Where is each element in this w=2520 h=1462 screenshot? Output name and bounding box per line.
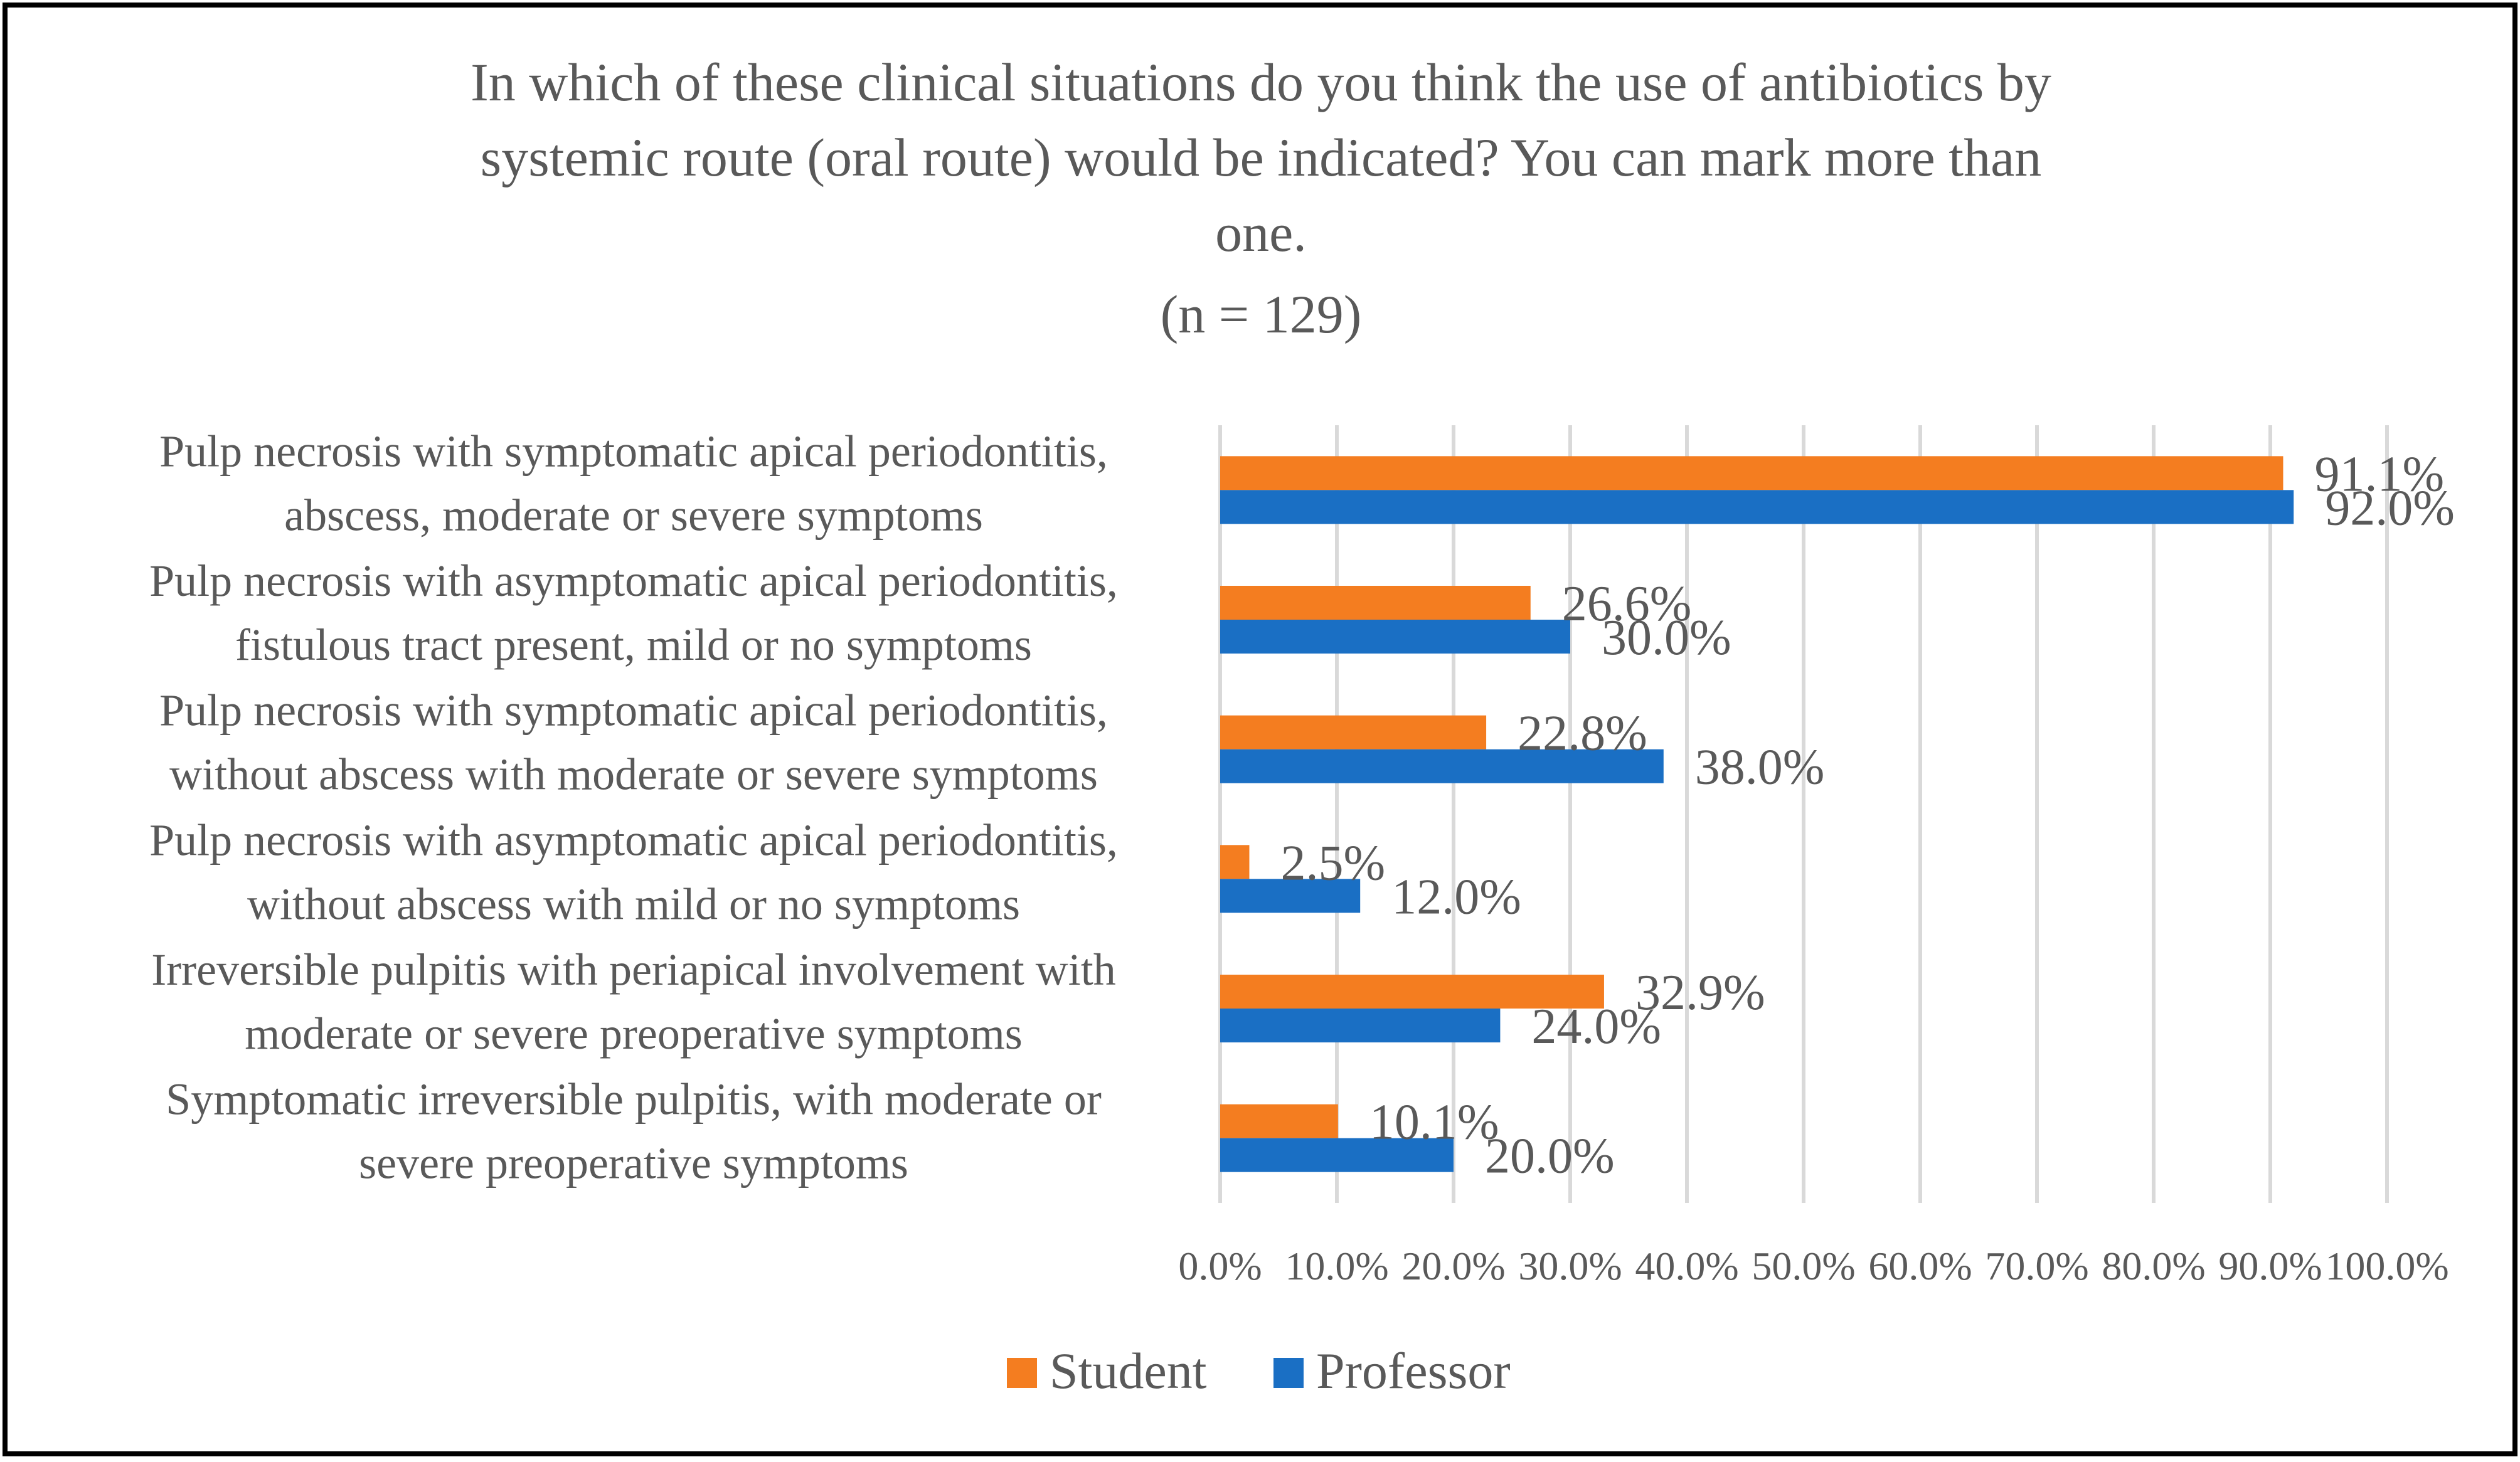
data-label-professor: 12.0% [1391, 869, 1521, 924]
category-label-line: Pulp necrosis with asymptomatic apical p… [149, 556, 1118, 606]
bar-student [1220, 456, 2283, 490]
x-tick-label: 10.0% [1285, 1244, 1388, 1288]
data-label-student: 26.6% [1562, 576, 1692, 632]
data-label-student: 2.5% [1281, 835, 1386, 891]
category-label: Symptomatic irreversible pulpitis, with … [166, 1074, 1102, 1189]
gridlines [1218, 425, 2389, 1203]
x-tick-label: 50.0% [1752, 1244, 1855, 1288]
category-label: Pulp necrosis with symptomatic apical pe… [159, 426, 1108, 540]
category-label-line: abscess, moderate or severe symptoms [284, 490, 983, 540]
category-label: Pulp necrosis with asymptomatic apical p… [149, 815, 1118, 929]
legend: Student Professor [1007, 1342, 1511, 1399]
data-label-professor: 30.0% [1602, 610, 1731, 665]
x-tick-label: 0.0% [1178, 1244, 1262, 1288]
x-tick-label: 90.0% [2218, 1244, 2322, 1288]
bar-professor [1220, 1009, 1501, 1042]
category-label-line: severe preoperative symptoms [359, 1138, 908, 1189]
chart-title-line: In which of these clinical situations do… [471, 52, 2051, 112]
category-label-line: Pulp necrosis with symptomatic apical pe… [159, 686, 1108, 736]
x-tick-label: 80.0% [2102, 1244, 2205, 1288]
category-label-line: Irreversible pulpitis with periapical in… [151, 945, 1116, 995]
data-label-student: 91.1% [2314, 447, 2444, 502]
bar-student [1220, 975, 1604, 1009]
x-axis-tick-labels: 0.0% 10.0% 20.0% 30.0% 40.0% 50.0% 60.0% 70.0% 8… [1178, 1244, 2448, 1288]
chart-title-line: one. [1215, 203, 1307, 263]
bar-professor [1220, 879, 1361, 913]
data-label-student: 10.1% [1369, 1095, 1499, 1150]
bar-student [1220, 1104, 1338, 1138]
legend-swatch-student [1007, 1358, 1037, 1388]
category-label: Pulp necrosis with symptomatic apical pe… [159, 686, 1108, 800]
x-tick-label: 70.0% [1985, 1244, 2088, 1288]
category-label-line: without abscess with moderate or severe … [169, 750, 1098, 800]
chart-title: In which of these clinical situations do… [471, 52, 2051, 344]
bar-student [1220, 715, 1487, 750]
x-tick-label: 60.0% [1868, 1244, 1972, 1288]
x-tick-label: 100.0% [2325, 1244, 2448, 1288]
legend-swatch-professor [1273, 1358, 1304, 1388]
data-label-student: 22.8% [1518, 706, 1647, 761]
bar-professor [1220, 490, 2294, 524]
data-label-professor: 92.0% [2325, 480, 2455, 536]
data-label-professor: 20.0% [1485, 1129, 1615, 1184]
category-label-line: Symptomatic irreversible pulpitis, with … [166, 1074, 1102, 1125]
bar-professor [1220, 1138, 1454, 1172]
bar-student [1220, 586, 1531, 620]
data-label-student: 32.9% [1635, 965, 1765, 1020]
bar-professor [1220, 749, 1664, 783]
data-label-professor: 38.0% [1695, 740, 1825, 795]
chart-title-line: systemic route (oral route) would be ind… [481, 127, 2042, 188]
bars [1220, 456, 2294, 1172]
category-label: Irreversible pulpitis with periapical in… [151, 945, 1116, 1059]
x-tick-label: 30.0% [1518, 1244, 1622, 1288]
data-labels: 91.1%92.0% 26.6%30.0% 22.8% 38.0% 2.5%12.0% 3… [1281, 447, 2455, 1184]
x-tick-label: 40.0% [1635, 1244, 1738, 1288]
category-label-line: without abscess with mild or no symptoms [247, 879, 1020, 929]
category-labels: Pulp necrosis with symptomatic apical pe… [149, 426, 1118, 1188]
category-label-line: Pulp necrosis with symptomatic apical pe… [159, 426, 1108, 476]
x-tick-label: 20.0% [1401, 1244, 1505, 1288]
data-label-professor: 24.0% [1531, 999, 1661, 1054]
legend-label-student: Student [1050, 1342, 1207, 1399]
category-label: Pulp necrosis with asymptomatic apical p… [149, 556, 1118, 670]
category-label-line: fistulous tract present, mild or no symp… [235, 620, 1032, 670]
category-label-line: Pulp necrosis with asymptomatic apical p… [149, 815, 1118, 865]
legend-label-professor: Professor [1316, 1342, 1511, 1399]
category-label-line: moderate or severe preoperative symptoms [245, 1009, 1023, 1059]
bar-professor [1220, 620, 1570, 654]
chart-title-line: (n = 129) [1161, 284, 1362, 344]
bar-student [1220, 845, 1250, 879]
